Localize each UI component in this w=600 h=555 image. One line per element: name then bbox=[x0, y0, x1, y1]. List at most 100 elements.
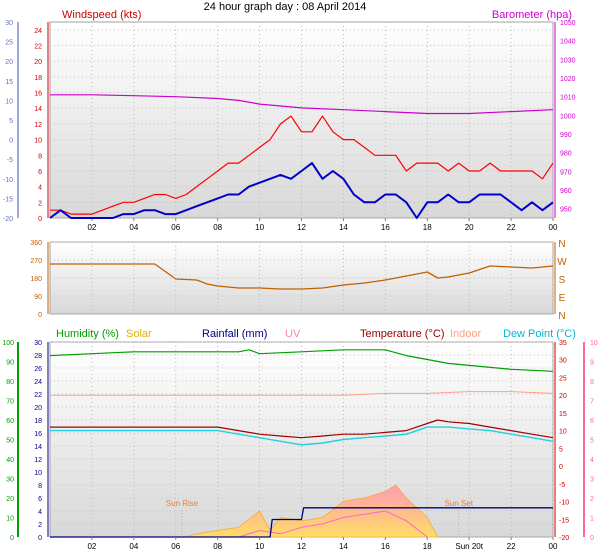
baro-tick-label: 970 bbox=[560, 169, 572, 176]
humidity-tick-label: 100 bbox=[2, 340, 14, 347]
wind-outer-tick-label: -15 bbox=[3, 196, 13, 203]
winddir-compass-label: N bbox=[558, 311, 565, 322]
legend-dew-point-c: Dew Point (°C) bbox=[503, 328, 576, 340]
wind-xtick-label: 06 bbox=[171, 223, 180, 232]
climate-xtick-label: 02 bbox=[87, 542, 96, 551]
winddir-tick-label: 0 bbox=[38, 312, 42, 319]
climate-xtick-label: 06 bbox=[171, 542, 180, 551]
rain-tick-label: 2 bbox=[38, 522, 42, 529]
wind-xtick-label: 20 bbox=[465, 223, 474, 232]
climate-xtick-label: Sun 20t bbox=[455, 542, 483, 551]
uv-tick-label: 3 bbox=[590, 477, 594, 484]
baro-tick-label: 1030 bbox=[560, 57, 576, 64]
rain-tick-label: 12 bbox=[34, 457, 42, 464]
rainfall-line bbox=[50, 507, 553, 538]
legend-barometer: Barometer (hpa) bbox=[492, 9, 572, 21]
baro-tick-label: 990 bbox=[560, 132, 572, 139]
humidity-tick-label: 70 bbox=[6, 399, 14, 406]
wind-xtick-label: 08 bbox=[213, 223, 222, 232]
windspeed-line bbox=[50, 115, 554, 215]
temp-tick-label: 30 bbox=[559, 358, 567, 365]
humidity-tick-label: 90 bbox=[6, 360, 14, 367]
indoor-temp-line bbox=[50, 391, 554, 396]
baro-tick-label: 1040 bbox=[560, 39, 576, 46]
sunrise-annotation: Sun Rise bbox=[166, 499, 199, 508]
humidity-tick-label: 80 bbox=[6, 379, 14, 386]
humidity-tick-label: 20 bbox=[6, 496, 14, 503]
wind-xtick-label: 10 bbox=[255, 223, 264, 232]
temp-tick-label: 20 bbox=[559, 393, 567, 400]
winddir-tick-label: 360 bbox=[30, 240, 42, 247]
wind-inner-tick-label: 20 bbox=[34, 59, 42, 66]
humidity-tick-label: 50 bbox=[6, 438, 14, 445]
baro-tick-label: 1020 bbox=[560, 76, 576, 83]
temp-tick-label: 10 bbox=[559, 429, 567, 436]
wind-inner-tick-label: 14 bbox=[34, 106, 42, 113]
wind-outer-tick-label: -10 bbox=[3, 177, 13, 184]
temp-tick-label: -5 bbox=[559, 482, 565, 489]
uv-tick-label: 9 bbox=[590, 360, 594, 367]
climate-xtick-label: 10 bbox=[255, 542, 264, 551]
wind-inner-tick-label: 2 bbox=[38, 200, 42, 207]
climate-xtick-label: 14 bbox=[339, 542, 348, 551]
rain-tick-label: 30 bbox=[34, 340, 42, 347]
baro-tick-label: 960 bbox=[560, 188, 572, 195]
uv-tick-label: 1 bbox=[590, 516, 594, 523]
rain-tick-label: 22 bbox=[34, 392, 42, 399]
winddir-tick-label: 180 bbox=[30, 276, 42, 283]
wind-inner-tick-label: 6 bbox=[38, 169, 42, 176]
wind-outer-tick-label: 5 bbox=[9, 118, 13, 125]
temp-tick-label: 5 bbox=[559, 446, 563, 453]
wind-inner-tick-label: 4 bbox=[38, 185, 42, 192]
rain-tick-label: 26 bbox=[34, 366, 42, 373]
legend-rainfall-mm: Rainfall (mm) bbox=[202, 328, 267, 340]
uv-tick-label: 8 bbox=[590, 379, 594, 386]
dewpoint-line bbox=[50, 426, 554, 446]
climate-xtick-label: 16 bbox=[381, 542, 390, 551]
winddir-tick-label: 90 bbox=[34, 294, 42, 301]
wind-inner-tick-label: 12 bbox=[34, 122, 42, 129]
temperature-line bbox=[50, 419, 554, 439]
wind-inner-tick-label: 0 bbox=[38, 216, 42, 223]
wind-xtick-label: 14 bbox=[339, 223, 348, 232]
wind-outer-tick-label: 15 bbox=[5, 79, 13, 86]
sunset-annotation: Sun Set bbox=[444, 499, 473, 508]
wind-inner-tick-label: 16 bbox=[34, 91, 42, 98]
rain-tick-label: 24 bbox=[34, 379, 42, 386]
temp-tick-label: 25 bbox=[559, 375, 567, 382]
wind-outer-tick-label: 25 bbox=[5, 40, 13, 47]
climate-panel: 02 04 06 08 10 12 14 16 18 Sun 20t 22 0010090807060… bbox=[2, 328, 598, 551]
legend-indoor: Indoor bbox=[450, 328, 482, 340]
wind-inner-tick-label: 8 bbox=[38, 153, 42, 160]
uv-tick-label: 5 bbox=[590, 438, 594, 445]
winddir-tick-label: 270 bbox=[30, 258, 42, 265]
wind-inner-tick-label: 24 bbox=[34, 28, 42, 35]
wind-outer-tick-label: 10 bbox=[5, 98, 13, 105]
humidity-tick-label: 0 bbox=[10, 535, 14, 542]
wind-xtick-label: 22 bbox=[507, 223, 516, 232]
winddir-compass-label: W bbox=[557, 257, 567, 268]
legend-temperature-c: Temperature (°C) bbox=[360, 328, 444, 340]
winddir-compass-label: S bbox=[559, 275, 566, 286]
uv-tick-label: 4 bbox=[590, 457, 594, 464]
rain-tick-label: 16 bbox=[34, 431, 42, 438]
uv-tick-label: 10 bbox=[590, 340, 598, 347]
climate-xtick-label: 18 bbox=[423, 542, 432, 551]
page-title: 24 hour graph day : 08 April 2014 bbox=[204, 1, 367, 13]
wind-xtick-label: 02 bbox=[87, 223, 96, 232]
wind-baro-plot-area bbox=[49, 21, 554, 219]
wind-outer-tick-label: 20 bbox=[5, 59, 13, 66]
baro-tick-label: 950 bbox=[560, 207, 572, 214]
uv-tick-label: 0 bbox=[590, 535, 594, 542]
wind-xtick-label: 16 bbox=[381, 223, 390, 232]
wind-outer-tick-label: -5 bbox=[7, 157, 13, 164]
rain-tick-label: 0 bbox=[38, 535, 42, 542]
temp-tick-label: -20 bbox=[559, 535, 569, 542]
legend-humidity: Humidity (%) bbox=[56, 328, 119, 340]
climate-xtick-label: 04 bbox=[129, 542, 138, 551]
temp-tick-label: -15 bbox=[559, 517, 569, 524]
solar-area bbox=[186, 484, 439, 538]
wind-inner-tick-label: 22 bbox=[34, 44, 42, 51]
